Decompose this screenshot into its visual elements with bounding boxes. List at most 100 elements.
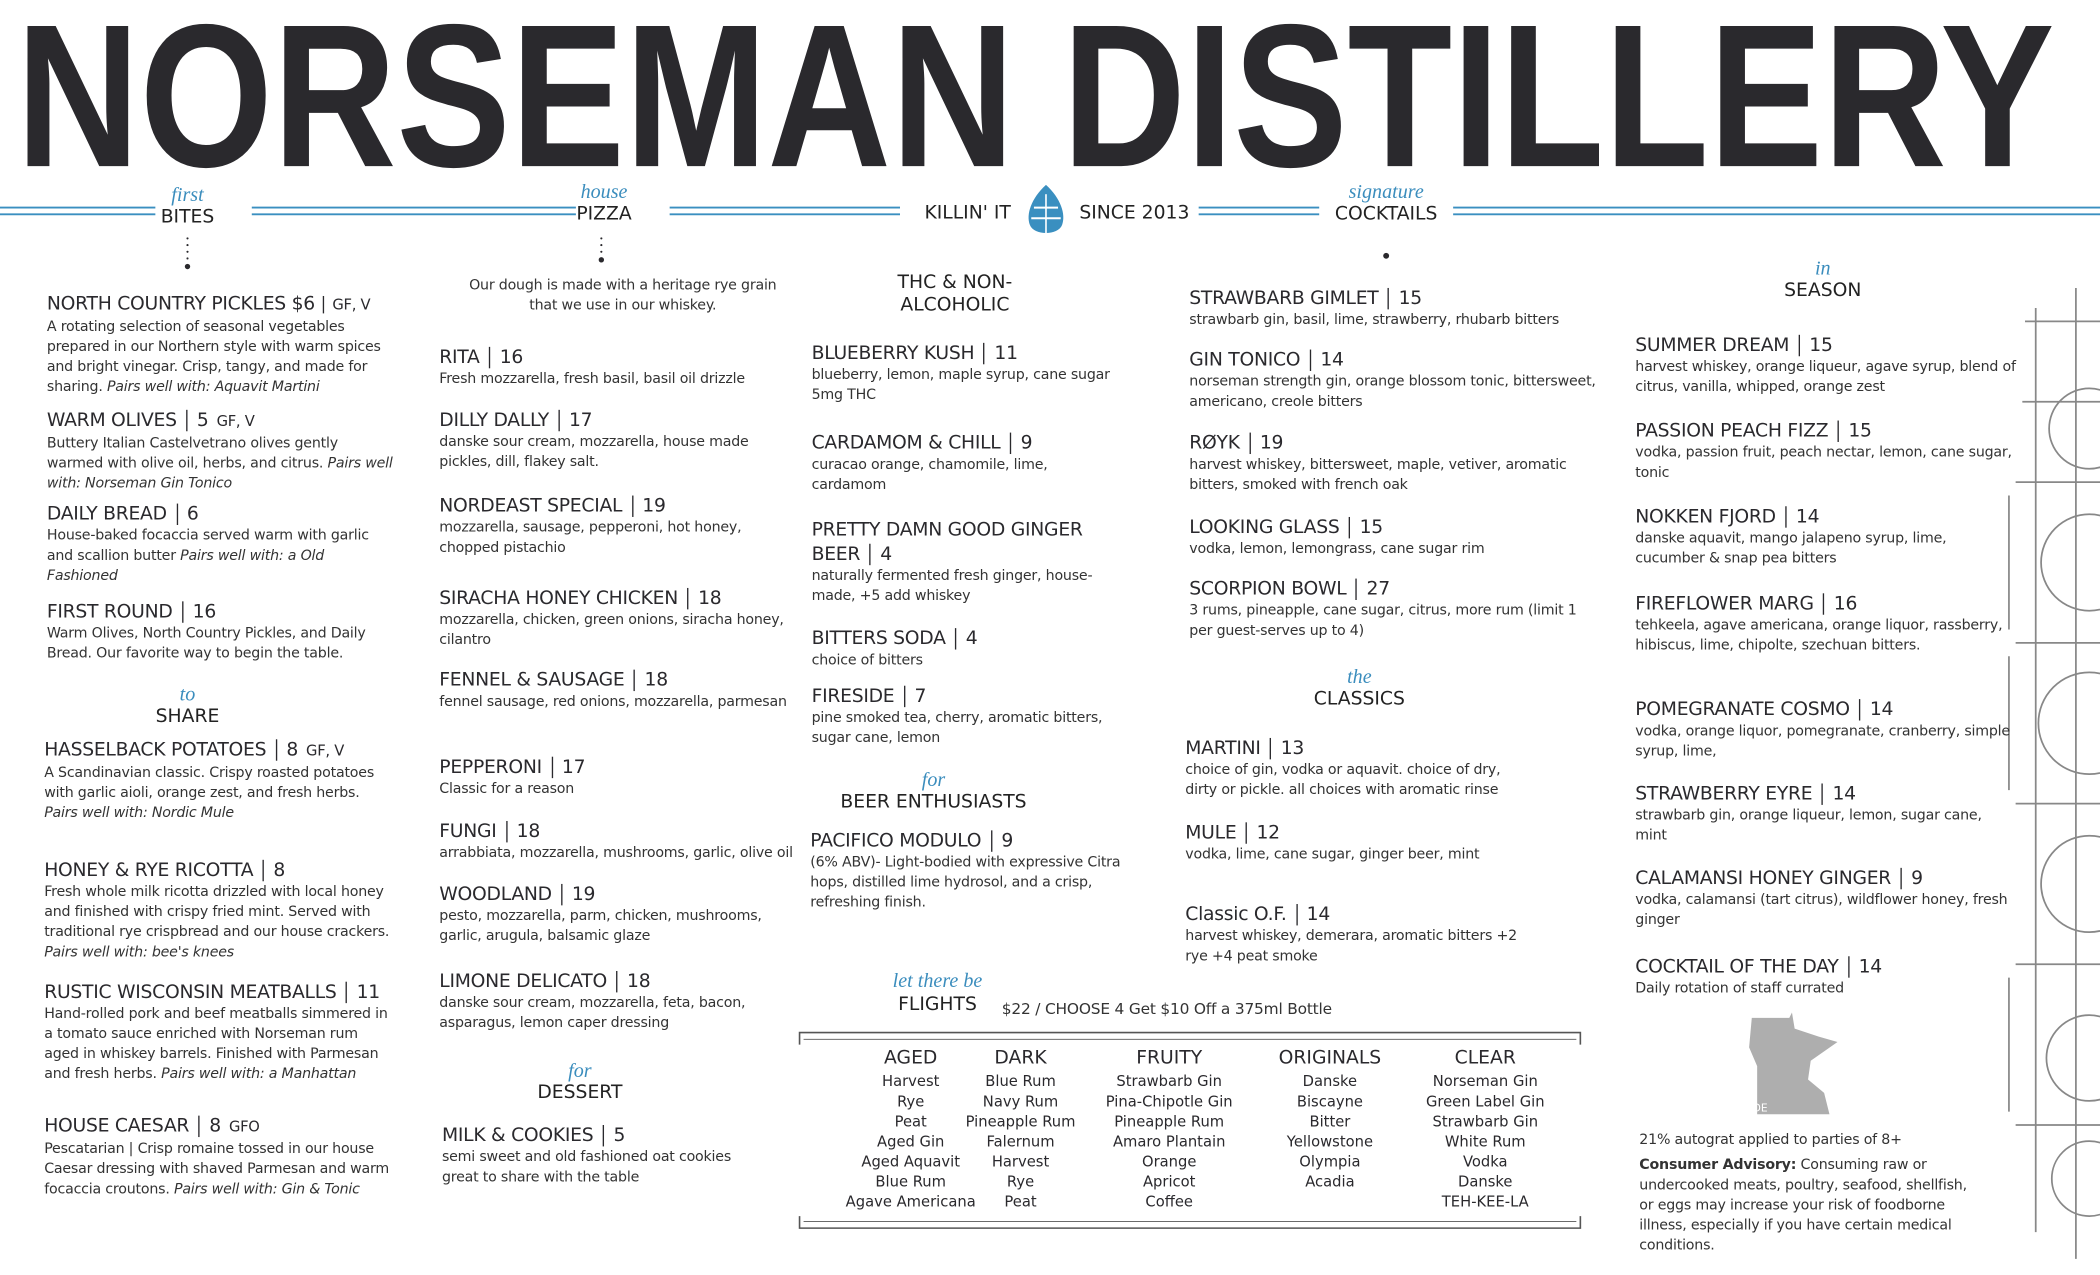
item-name: SUMMER DREAM [1635, 334, 1790, 357]
item-price: 16 [181, 601, 216, 623]
item-desc: Hand-rolled pork and beef meatballs simm… [44, 1004, 395, 1084]
item-price: 8 [262, 859, 285, 882]
item-heading: STRAWBARB GIMLET 15 [1189, 287, 1597, 311]
item-heading: POMEGRANATE COSMO 14 [1635, 698, 2017, 722]
item-desc: strawbarb gin, basil, lime, strawberry, … [1189, 311, 1597, 331]
item-desc: vodka, passion fruit, peach nectar, lemo… [1635, 443, 2017, 483]
section-title: COCKTAILS [1334, 203, 1438, 226]
menu-item: Classic O.F. 14 harvest whiskey, demerara,… [1185, 903, 1520, 967]
flights-kicker: let there be [892, 970, 983, 993]
item-desc-text: Pescatarian | Crisp romaine tossed in ou… [44, 1141, 389, 1198]
item-name: BLUEBERRY KUSH [811, 342, 975, 365]
item-price: 14 [1847, 956, 1882, 978]
item-desc: Pescatarian | Crisp romaine tossed in ou… [44, 1140, 395, 1200]
menu-item: LOOKING GLASS 15 vodka, lemon, lemongrass,… [1189, 516, 1597, 560]
item-price: 8 [275, 739, 298, 761]
item-desc: pine smoked tea, cherry, aromatic bitter… [812, 708, 1117, 748]
flight-item: Aged Aquavit [861, 1153, 961, 1171]
item-desc: blueberry, lemon, maple syrup, cane suga… [812, 366, 1117, 406]
item-desc-text: arrabbiata, mozzarella, mushrooms, garli… [439, 845, 793, 862]
item-heading: FUNGI 18 [439, 820, 803, 844]
minnesota-shape [1749, 1012, 1838, 1115]
item-heading: FIRESIDE 7 [812, 684, 1117, 708]
item-price: 12 [1245, 822, 1280, 844]
item-desc-text: vodka, calamansi (tart citrus), wildflow… [1635, 891, 2008, 929]
item-heading: PRETTY DAMN GOOD GINGER BEER 4 [812, 518, 1117, 566]
item-desc: vodka, lime, cane sugar, ginger beer, mi… [1185, 845, 1520, 865]
flight-item: Strawbarb Gin [1432, 1112, 1539, 1131]
section-kicker: in [1814, 258, 1831, 280]
item-heading: SIRACHA HONEY CHICKEN 18 [439, 587, 803, 611]
menu-item: DAILY BREAD 6 House-baked focaccia served … [47, 502, 398, 586]
item-heading: FIRST ROUND 16 [47, 600, 398, 624]
item-name: FIRESIDE [811, 685, 895, 708]
menu-item: FIRST ROUND 16 Warm Olives, North Country … [47, 600, 398, 664]
item-price: 18 [687, 587, 722, 610]
item-price: 19 [561, 883, 596, 906]
section-kicker: signature [1348, 182, 1424, 204]
flight-item: Aged Gin [877, 1133, 945, 1151]
item-desc-text: danske sour cream, mozzarella, feta, bac… [439, 995, 746, 1032]
menu-item: PEPPERONI 17 Classic for a reason [439, 755, 803, 799]
item-heading: WARM OLIVES 5 GF, V [47, 408, 398, 433]
flight-item: TEH-KEE-LA [1441, 1193, 1529, 1211]
item-desc: pesto, mozzarella, parm, chicken, mushro… [439, 907, 803, 947]
item-pairs: Pairs well with: bee's knees [44, 944, 234, 961]
item-name: FIREFLOWER MARG [1635, 593, 1814, 615]
menu-item: WARM OLIVES 5 GF, V Buttery Italian Castelv… [47, 408, 398, 494]
item-heading: PASSION PEACH FIZZ 15 [1635, 419, 2017, 443]
item-heading: FIREFLOWER MARG 16 [1635, 592, 2017, 616]
menu-item: CARDAMOM & CHILL 9 curacao orange, chamomi… [812, 431, 1117, 495]
flight-item: Blue Rum [875, 1173, 946, 1191]
item-desc-text: Daily rotation of staff currated [1635, 980, 1844, 997]
item-name: NORDEAST SPECIAL [439, 495, 623, 517]
item-heading: BLUEBERRY KUSH 11 [812, 342, 1117, 366]
flight-item: Apricot [1142, 1173, 1196, 1191]
flight-item: Strawbarb Gin [1116, 1072, 1222, 1091]
item-heading: SUMMER DREAM 15 [1635, 333, 2017, 357]
item-heading: HASSELBACK POTATOES 8 GF, V [44, 738, 395, 763]
item-name: PEPPERONI [439, 756, 542, 779]
item-name: SCORPION BOWL [1189, 578, 1347, 601]
menu-item: BLUEBERRY KUSH 11 blueberry, lemon, maple … [812, 342, 1117, 406]
item-desc-text: strawbarb gin, orange liqueur, lemon, su… [1635, 807, 1982, 844]
item-tags: GFO [228, 1118, 260, 1136]
item-price: 5 [186, 409, 209, 432]
item-desc-text: harvest whiskey, demerara, aromatic bitt… [1185, 928, 1517, 965]
flight-group-name: DARK [994, 1047, 1047, 1069]
item-pairs: Pairs well with: Nordic Mule [44, 804, 234, 821]
item-heading: RITA 16 [439, 346, 803, 370]
item-desc: norseman strength gin, orange blossom to… [1189, 372, 1597, 412]
item-desc: vodka, lemon, lemongrass, cane sugar rim [1189, 540, 1597, 560]
item-heading: NORTH COUNTRY PICKLES $6 GF, V [47, 292, 398, 317]
made-label: MADE [1735, 1102, 1768, 1115]
item-price: 14 [1859, 699, 1893, 721]
item-price: 13 [1269, 737, 1304, 760]
item-desc: Classic for a reason [439, 779, 803, 799]
item-desc-text: mozzarella, sausage, pepperoni, hot hone… [439, 519, 742, 556]
item-name: FIRST ROUND [46, 601, 173, 623]
item-price: 11 [345, 981, 380, 1004]
item-desc: House-baked focaccia served warm with ga… [47, 526, 398, 586]
item-desc-text: semi sweet and old fashioned oat cookies… [441, 1149, 732, 1186]
item-heading: MILK & COOKIES 5 [442, 1124, 750, 1148]
item-desc-text: vodka, passion fruit, peach nectar, lemo… [1635, 444, 2012, 481]
item-heading: NOKKEN FJORD 14 [1635, 505, 2017, 529]
item-heading: RUSTIC WISCONSIN MEATBALLS 11 [44, 980, 395, 1004]
menu-item: NOKKEN FJORD 14 danske aquavit, mango jala… [1635, 505, 2017, 569]
section-title: DESSERT [537, 1082, 623, 1104]
item-price: 4 [869, 543, 892, 566]
section-kicker: for [568, 1060, 592, 1083]
item-name: MILK & COOKIES [441, 1125, 594, 1147]
item-price: 11 [983, 342, 1018, 365]
item-desc: vodka, calamansi (tart citrus), wildflow… [1635, 891, 2017, 931]
tagline-left: KILLIN' IT [924, 202, 1011, 224]
item-name: DAILY BREAD [46, 503, 167, 526]
item-heading: DAILY BREAD 6 [47, 502, 398, 526]
flight-item: Vodka [1462, 1153, 1508, 1171]
item-desc: danske sour cream, mozzarella, house mad… [439, 433, 803, 473]
menu-item: LIMONE DELICATO 18 danske sour cream, mozz… [439, 970, 803, 1034]
item-heading: HOUSE CAESAR 8 GFO [44, 1114, 395, 1139]
item-desc: (6% ABV)- Light-bodied with expressive C… [810, 853, 1129, 913]
